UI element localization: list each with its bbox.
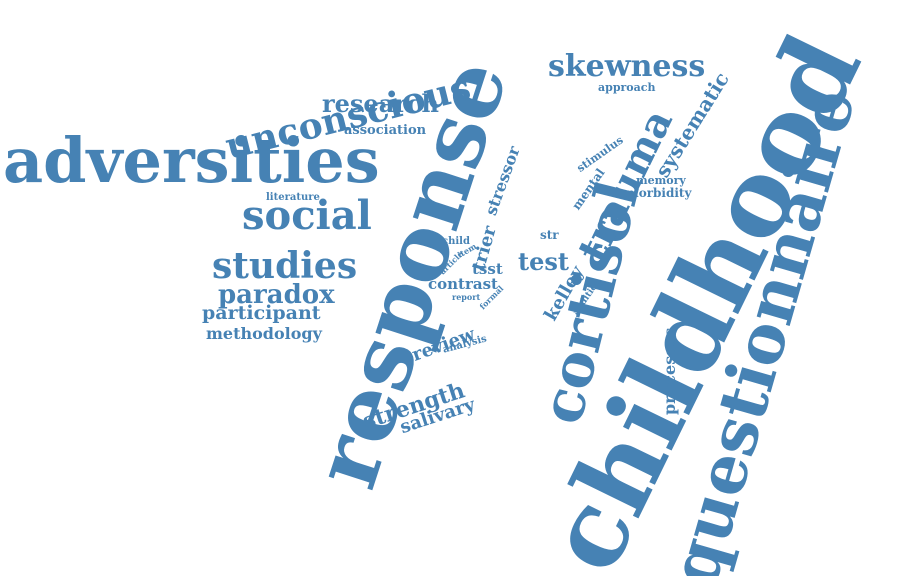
word-approach: approach [598,81,656,94]
word-processes: processes [660,327,679,415]
word-report: report [452,292,481,302]
word-memory: memory [636,174,686,187]
word-skewness: skewness [548,49,706,84]
word-test: test [518,247,569,276]
word-literature: literature [266,192,320,203]
word-adversities: adversities [3,124,380,197]
word-participant: participant [202,302,321,324]
word-tsst: tsst [472,260,503,278]
word-social: social [242,192,372,239]
word-methodology: methodology [206,324,322,343]
word-association: association [344,123,427,138]
word-research: research [322,89,439,118]
word-str: str [540,228,559,242]
word-contrast: contrast [428,275,498,293]
word-morbidity: morbidity [626,186,692,200]
word-child: child [442,236,470,247]
word-paradox: paradox [218,280,335,310]
word-studies: studies [212,245,358,287]
